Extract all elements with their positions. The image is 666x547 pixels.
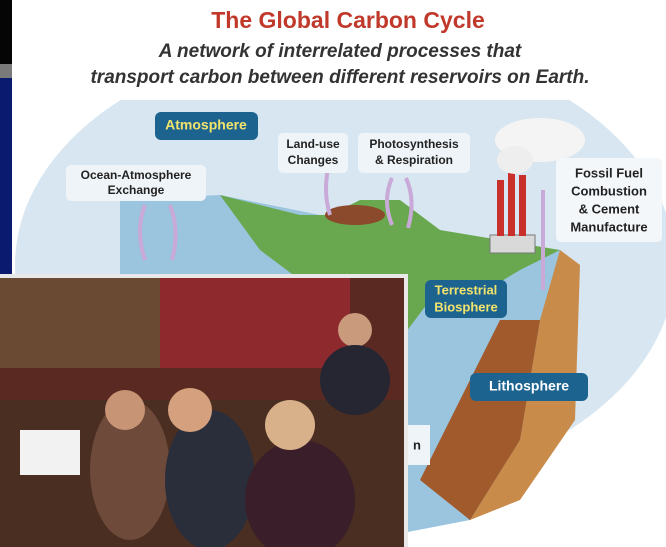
label: Fossil Fuel (575, 165, 643, 180)
label: Atmosphere (165, 117, 247, 133)
label: Lithosphere (489, 378, 569, 394)
label: & Cement (579, 201, 640, 216)
label: Manufacture (570, 219, 647, 234)
papers (20, 430, 80, 475)
grey-tab (0, 64, 12, 78)
smoke (497, 146, 533, 174)
label: Biosphere (434, 299, 498, 314)
smokestack (519, 175, 526, 236)
smokestack (497, 180, 504, 236)
face (168, 388, 212, 432)
wall-panel (0, 278, 160, 368)
smokestack (508, 170, 515, 236)
photo-inset (0, 274, 408, 547)
label: & Respiration (375, 153, 453, 167)
curtain (160, 278, 350, 368)
factory (490, 235, 535, 253)
title: The Global Carbon Cycle (211, 7, 485, 33)
label: n (413, 437, 421, 452)
label: Photosynthesis (369, 137, 459, 151)
deforestation (325, 205, 385, 225)
label: Changes (288, 153, 339, 167)
label: Land-use (286, 137, 340, 151)
subtitle: transport carbon between different reser… (90, 67, 589, 88)
face (105, 390, 145, 430)
face (265, 400, 315, 450)
person (165, 410, 255, 547)
person (320, 345, 390, 415)
label: Ocean-Atmosphere (81, 168, 192, 182)
label: Terrestrial (435, 282, 498, 297)
slide: Atmosphere Land-use Changes Photosynthesis &… (0, 0, 666, 547)
subtitle: A network of interrelated processes that (158, 41, 522, 62)
label: Combustion (571, 183, 647, 198)
label: Exchange (108, 183, 165, 197)
face (338, 313, 372, 347)
